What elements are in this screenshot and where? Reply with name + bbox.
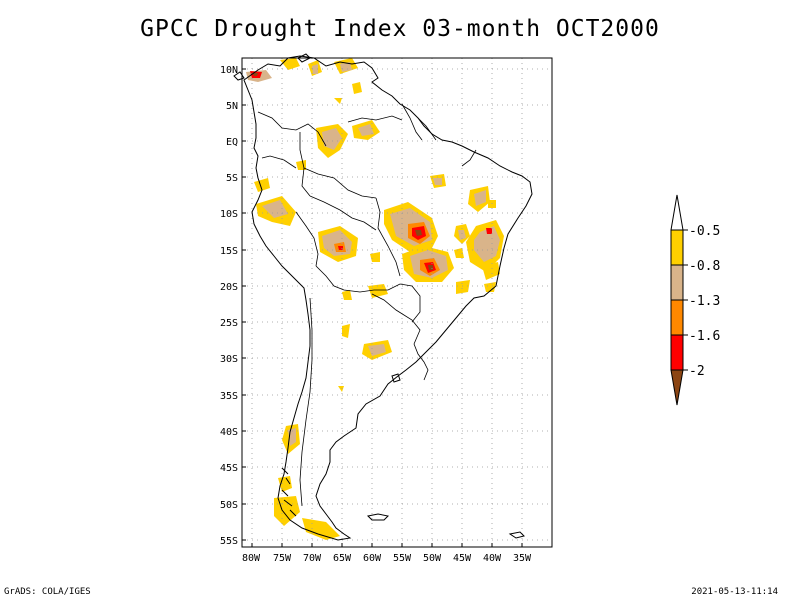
lon-label: 70W xyxy=(303,553,322,564)
plot-frame xyxy=(241,57,553,548)
patch xyxy=(302,518,340,540)
border xyxy=(375,197,401,277)
tick-marks xyxy=(242,68,523,547)
border xyxy=(295,211,319,267)
lat-label: 5S xyxy=(226,173,238,184)
border xyxy=(261,155,297,169)
lat-label: 15S xyxy=(220,246,238,257)
patch xyxy=(486,228,492,234)
patch xyxy=(340,62,352,72)
footer-timestamp: 2021-05-13-11:14 xyxy=(691,587,778,597)
border xyxy=(371,293,421,345)
border xyxy=(303,167,377,199)
map-title: GPCC Drought Index 03-month OCT2000 xyxy=(140,16,660,42)
patch xyxy=(454,248,464,258)
patch xyxy=(415,230,422,236)
lat-label: 35S xyxy=(220,391,238,402)
island xyxy=(233,71,245,81)
latitude-labels: 10N 5N EQ 5S 10S 15S 20S 25S 30S 35S 40S… xyxy=(220,65,238,547)
border xyxy=(309,195,377,231)
lat-label: 5N xyxy=(226,101,238,112)
colorbar xyxy=(670,194,688,406)
patch xyxy=(484,282,496,292)
colorbar-top-triangle xyxy=(670,194,684,231)
tierra-del-fuego-channels xyxy=(281,467,297,517)
lon-label: 65W xyxy=(333,553,352,564)
colorbar-label: -1.6 xyxy=(689,329,720,344)
patch xyxy=(456,280,470,294)
lat-label: EQ xyxy=(226,137,238,148)
border xyxy=(257,111,327,147)
border xyxy=(387,283,421,323)
patch xyxy=(312,64,318,74)
patch xyxy=(254,178,270,192)
border xyxy=(413,343,429,381)
island xyxy=(508,531,525,539)
colorbar-swatch-yellow xyxy=(670,229,684,266)
footer-credit: GrADS: COLA/IGES xyxy=(4,587,91,597)
lon-label: 40W xyxy=(483,553,502,564)
colorbar-swatch-red xyxy=(670,334,684,371)
border xyxy=(401,103,423,141)
lon-label: 50W xyxy=(423,553,442,564)
lat-label: 40S xyxy=(220,427,238,438)
lat-label: 50S xyxy=(220,500,238,511)
patch xyxy=(342,324,350,338)
border xyxy=(315,265,388,293)
colorbar-labels: -0.5 -0.8 -1.3 -1.6 -2 xyxy=(689,224,720,379)
patch xyxy=(474,226,500,262)
lat-label: 10S xyxy=(220,209,238,220)
patch xyxy=(482,262,500,280)
patch xyxy=(358,124,374,136)
lat-label: 30S xyxy=(220,354,238,365)
patch xyxy=(334,98,342,104)
patch xyxy=(262,200,288,218)
border xyxy=(417,117,437,141)
patch xyxy=(338,386,344,392)
colorbar-label: -1.3 xyxy=(689,294,720,309)
border xyxy=(461,149,477,167)
lon-label: 60W xyxy=(363,553,382,564)
country-borders xyxy=(257,103,477,507)
lat-label: 25S xyxy=(220,318,238,329)
patch xyxy=(280,58,300,70)
patch xyxy=(342,290,352,300)
falkland-islands xyxy=(366,513,390,521)
lat-label: 45S xyxy=(220,463,238,474)
patch xyxy=(370,252,380,262)
border xyxy=(347,115,403,123)
lon-label: 35W xyxy=(513,553,532,564)
colorbar-label: -0.8 xyxy=(689,259,720,274)
patch xyxy=(458,230,466,240)
patch xyxy=(368,344,386,356)
drought-patches xyxy=(246,58,504,540)
colorbar-bottom-triangle xyxy=(670,369,684,406)
lat-label: 20S xyxy=(220,282,238,293)
lon-label: 80W xyxy=(242,553,261,564)
patch xyxy=(474,190,486,206)
map-gridlines xyxy=(242,58,552,547)
colorbar-swatch-tan xyxy=(670,264,684,301)
colorbar-label: -2 xyxy=(689,364,705,379)
colorbar-swatch-orange xyxy=(670,299,684,336)
longitude-labels: 80W 75W 70W 65W 60W 55W 50W 45W 40W 35W xyxy=(242,553,532,564)
lon-label: 75W xyxy=(273,553,292,564)
lat-label: 55S xyxy=(220,536,238,547)
lon-label: 45W xyxy=(453,553,472,564)
patch xyxy=(253,73,258,76)
patch xyxy=(322,128,342,150)
lon-label: 55W xyxy=(393,553,412,564)
island xyxy=(391,373,401,383)
patch xyxy=(433,178,442,185)
patch xyxy=(274,496,300,526)
lat-label: 10N xyxy=(220,65,238,76)
south-america-coastline xyxy=(243,55,533,541)
colorbar-label: -0.5 xyxy=(689,224,720,239)
patch xyxy=(352,82,362,94)
border xyxy=(299,297,313,507)
